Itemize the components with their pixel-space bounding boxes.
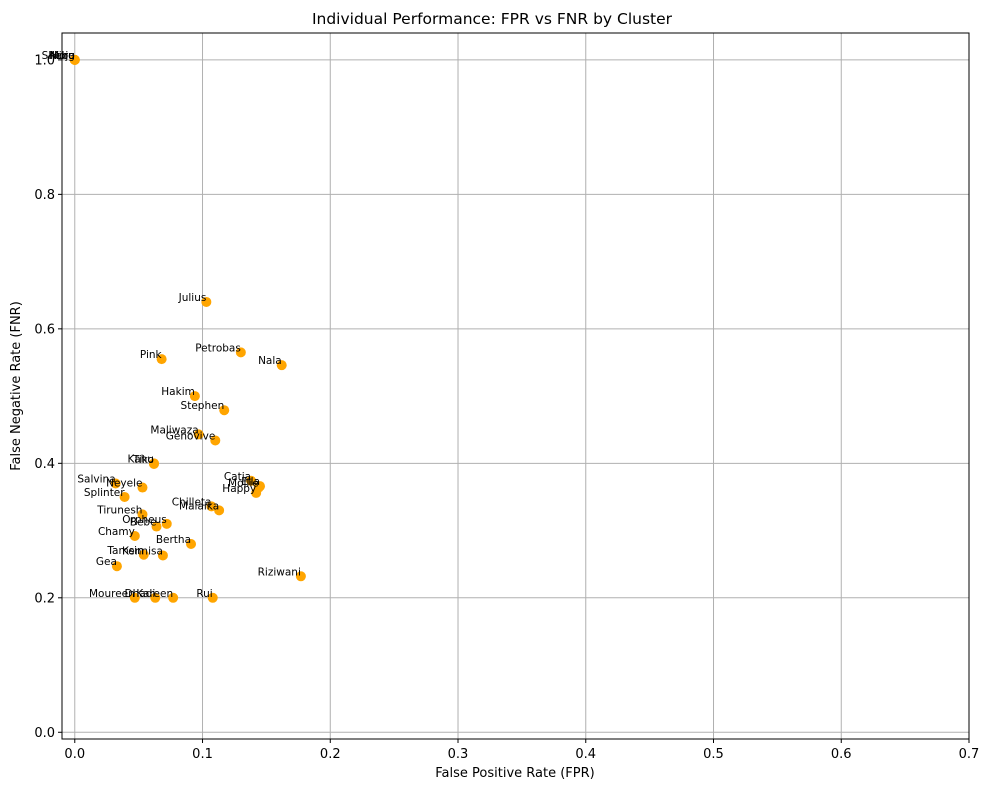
x-axis-label: False Positive Rate (FPR) (435, 766, 594, 781)
y-tick-label: 1.0 (34, 53, 55, 68)
data-point-label: Pink (140, 349, 163, 361)
data-point (186, 539, 197, 550)
x-tick-label: 0.0 (64, 747, 85, 762)
data-point (207, 592, 218, 603)
data-point-label: Tamsin (106, 545, 143, 557)
data-point-label: Neyele (106, 478, 142, 490)
y-tick-label: 0.4 (34, 457, 55, 472)
data-point-label: Orpheus (122, 514, 167, 526)
data-point-label: Gea (96, 556, 117, 568)
data-point (157, 550, 168, 561)
x-tick-label: 0.2 (320, 747, 341, 762)
data-point-label: Genovive (166, 430, 215, 442)
data-point-label: Splinter (84, 487, 125, 499)
data-point-label: Maliwaza (150, 424, 198, 436)
data-point (210, 435, 221, 446)
data-point (137, 509, 148, 520)
data-point-label: Malaika (179, 500, 219, 512)
data-point (137, 482, 148, 493)
data-point-label: Stephen (181, 400, 225, 412)
y-tick-label: 0.0 (34, 726, 55, 741)
data-point-label: Riziwani (258, 566, 301, 578)
chart-title: Individual Performance: FPR vs FNR by Cl… (312, 10, 673, 28)
data-point (246, 475, 257, 486)
data-point (119, 491, 130, 502)
y-tick-label: 0.2 (34, 591, 55, 606)
x-tick-label: 0.6 (831, 747, 852, 762)
data-point (111, 561, 122, 572)
data-point (214, 505, 225, 516)
data-point (235, 347, 246, 358)
data-point (201, 296, 212, 307)
data-point (295, 571, 306, 582)
grid (62, 33, 970, 739)
data-point-label: Tirunesh (96, 504, 142, 516)
data-point (251, 487, 262, 498)
x-tick-label: 0.7 (959, 747, 980, 762)
data-point-label: Chilleta (172, 496, 212, 508)
x-tick-label: 0.4 (575, 747, 596, 762)
point-labels: MojaNuruKiboShengJuliusPetrobasNalaPinkH… (42, 50, 301, 600)
plot-frame (61, 32, 970, 740)
data-point-label: Petrobas (195, 342, 241, 354)
data-point-label: Kennisa (122, 545, 163, 557)
data-point (69, 54, 80, 65)
data-point-label: Bebe (130, 517, 157, 529)
data-point-label: Happy (222, 483, 256, 495)
data-point (129, 592, 140, 603)
data-point (193, 429, 204, 440)
data-point-label: Kahu (128, 453, 154, 465)
data-point (219, 405, 230, 416)
data-point-label: Dhadi (124, 588, 155, 600)
data-point (110, 478, 121, 489)
data-point-label: Moureen (89, 588, 135, 600)
x-tick-label: 0.3 (448, 747, 469, 762)
data-point (148, 458, 159, 469)
y-tick-label: 0.6 (34, 322, 55, 337)
y-tick-label: 0.8 (34, 188, 55, 203)
data-point (156, 354, 167, 365)
data-point-label: Catia (224, 471, 251, 483)
data-point-label: Chamy (98, 526, 135, 538)
data-point (206, 501, 217, 512)
data-point-label: Salvina (77, 473, 115, 485)
data-point (151, 521, 162, 532)
data-point-label: Tiko (132, 454, 154, 466)
data-point-label: Rui (196, 588, 212, 600)
data-point-label: Ella (241, 476, 260, 488)
y-axis-label: False Negative Rate (FNR) (9, 301, 24, 471)
x-tick-label: 0.5 (703, 747, 724, 762)
data-point-label: Mollie (228, 478, 259, 490)
data-point-label: Kareen (136, 588, 173, 600)
data-point (161, 518, 172, 529)
data-point-label: Nala (258, 355, 282, 367)
x-tick-label: 0.1 (192, 747, 213, 762)
data-point-label: Kibo (52, 50, 75, 62)
data-point (276, 360, 287, 371)
data-point-label: Julius (178, 292, 207, 304)
data-point-label: Hakim (161, 386, 195, 398)
data-point (138, 549, 149, 560)
data-point (150, 592, 161, 603)
data-points (69, 54, 306, 603)
data-point (168, 592, 179, 603)
data-point (189, 391, 200, 402)
data-point (129, 530, 140, 541)
data-point-label: Bertha (156, 534, 191, 546)
data-point-label: Sheng (42, 50, 75, 62)
axis-ticks: 0.0 0.1 0.2 0.3 0.4 0.5 0.6 0.7 0.0 0.2 0.4 0.6 0.8 1… (34, 53, 979, 762)
